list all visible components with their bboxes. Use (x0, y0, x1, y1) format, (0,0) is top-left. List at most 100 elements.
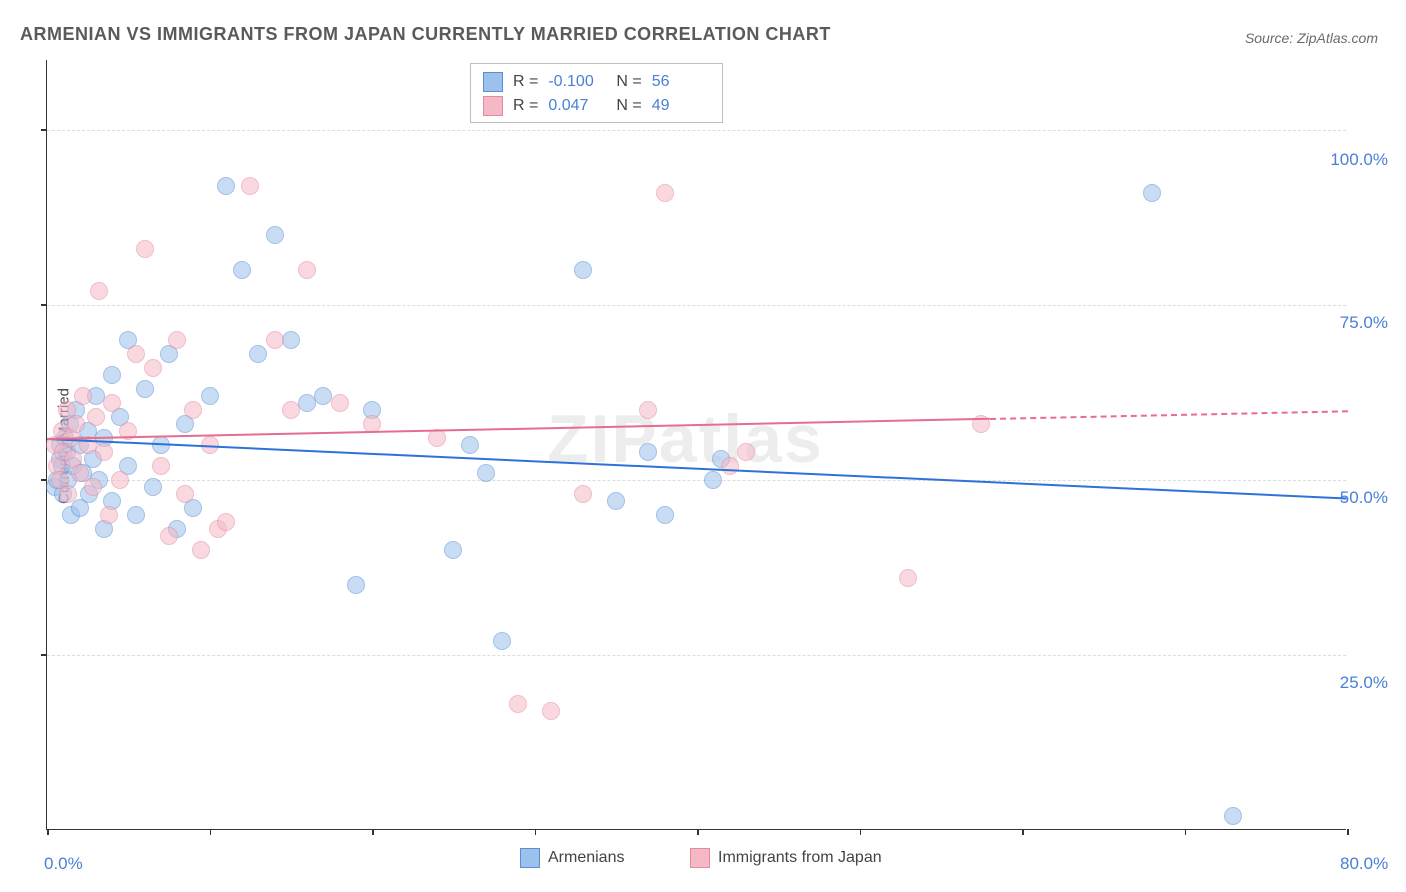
data-point (266, 226, 284, 244)
legend-n-label: N = (616, 73, 641, 91)
data-point (574, 485, 592, 503)
data-point (152, 457, 170, 475)
bottom-legend-item: Immigrants from Japan (690, 848, 882, 868)
legend-swatch (690, 848, 710, 868)
data-point (160, 527, 178, 545)
data-point (639, 401, 657, 419)
ytick-mark (41, 304, 47, 306)
xtick-mark (1347, 829, 1349, 835)
data-point (136, 240, 154, 258)
data-point (95, 443, 113, 461)
xtick-label: 0.0% (44, 854, 83, 874)
xtick-mark (47, 829, 49, 835)
data-point (282, 401, 300, 419)
data-point (103, 366, 121, 384)
data-point (144, 478, 162, 496)
data-point (59, 485, 77, 503)
xtick-mark (1185, 829, 1187, 835)
data-point (192, 541, 210, 559)
data-point (509, 695, 527, 713)
data-point (111, 471, 129, 489)
gridline-h (47, 305, 1346, 306)
legend-n-value: 49 (652, 97, 710, 115)
legend-swatch (483, 72, 503, 92)
data-point (347, 576, 365, 594)
data-point (656, 184, 674, 202)
xtick-mark (535, 829, 537, 835)
legend-swatch (520, 848, 540, 868)
legend-r-value: 0.047 (548, 97, 606, 115)
trendline-extrapolated (989, 410, 1347, 420)
data-point (184, 401, 202, 419)
data-point (721, 457, 739, 475)
data-point (477, 464, 495, 482)
legend-series-label: Immigrants from Japan (718, 849, 882, 867)
xtick-mark (210, 829, 212, 835)
ytick-mark (41, 654, 47, 656)
data-point (331, 394, 349, 412)
data-point (249, 345, 267, 363)
data-point (266, 331, 284, 349)
data-point (1224, 807, 1242, 825)
xtick-label: 80.0% (1340, 854, 1388, 874)
gridline-h (47, 480, 1346, 481)
xtick-mark (372, 829, 374, 835)
data-point (100, 506, 118, 524)
data-point (1143, 184, 1161, 202)
data-point (217, 513, 235, 531)
bottom-legend-item: Armenians (520, 848, 624, 868)
data-point (656, 506, 674, 524)
data-point (127, 506, 145, 524)
ytick-label: 25.0% (1340, 673, 1388, 693)
data-point (136, 380, 154, 398)
trendline (47, 438, 1347, 499)
data-point (90, 282, 108, 300)
legend-r-value: -0.100 (548, 73, 606, 91)
ytick-label: 100.0% (1330, 150, 1388, 170)
ytick-mark (41, 129, 47, 131)
data-point (899, 569, 917, 587)
data-point (493, 632, 511, 650)
data-point (298, 261, 316, 279)
data-point (217, 177, 235, 195)
legend-n-value: 56 (652, 73, 710, 91)
data-point (574, 261, 592, 279)
gridline-h (47, 130, 1346, 131)
data-point (607, 492, 625, 510)
legend-stats-row: R = -0.100 N = 56 (483, 70, 710, 94)
data-point (639, 443, 657, 461)
plot-area: ZIPatlas (46, 60, 1346, 830)
legend-n-label: N = (616, 97, 641, 115)
data-point (461, 436, 479, 454)
data-point (282, 331, 300, 349)
legend-series-label: Armenians (548, 849, 624, 867)
data-point (103, 394, 121, 412)
data-point (84, 478, 102, 496)
gridline-h (47, 655, 1346, 656)
xtick-mark (697, 829, 699, 835)
ytick-label: 50.0% (1340, 488, 1388, 508)
data-point (542, 702, 560, 720)
legend-stats-row: R = 0.047 N = 49 (483, 94, 710, 118)
legend-swatch (483, 96, 503, 116)
data-point (704, 471, 722, 489)
data-point (168, 331, 186, 349)
data-point (74, 387, 92, 405)
ytick-label: 75.0% (1340, 313, 1388, 333)
data-point (444, 541, 462, 559)
data-point (201, 387, 219, 405)
ytick-mark (41, 479, 47, 481)
legend-r-label: R = (513, 73, 538, 91)
data-point (144, 359, 162, 377)
legend-r-label: R = (513, 97, 538, 115)
legend-stats-box: R = -0.100 N = 56 R = 0.047 N = 49 (470, 63, 723, 123)
data-point (67, 415, 85, 433)
data-point (241, 177, 259, 195)
data-point (87, 408, 105, 426)
data-point (233, 261, 251, 279)
xtick-mark (1022, 829, 1024, 835)
xtick-mark (860, 829, 862, 835)
data-point (127, 345, 145, 363)
chart-title: ARMENIAN VS IMMIGRANTS FROM JAPAN CURREN… (20, 24, 831, 45)
data-point (737, 443, 755, 461)
